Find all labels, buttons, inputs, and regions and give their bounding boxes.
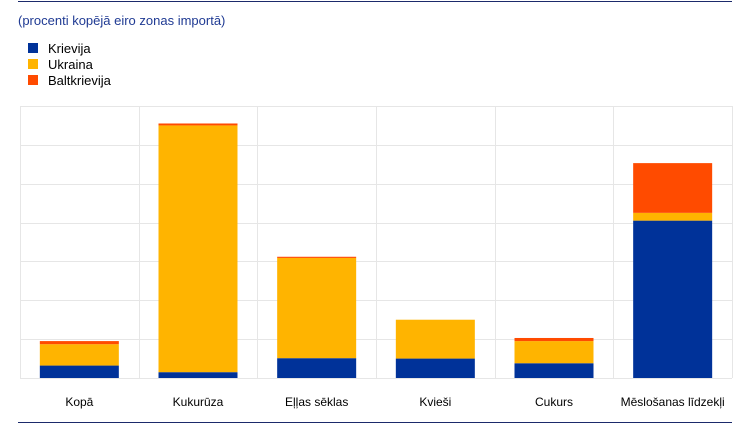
legend-swatch <box>28 59 38 69</box>
bar-segment-ukraina <box>395 319 475 359</box>
bar-segment-baltkrievija <box>39 341 119 345</box>
x-tick-label: Cukurs <box>535 395 573 409</box>
bar-segment-krievija <box>514 363 594 378</box>
legend-label: Krievija <box>48 40 91 56</box>
x-tick-label: Kopā <box>65 395 93 409</box>
bar-segment-ukraina <box>633 212 713 221</box>
legend-label: Baltkrievija <box>48 72 111 88</box>
bar-segment-ukraina <box>277 257 357 359</box>
legend-label: Ukraina <box>48 56 93 72</box>
bar-segment-ukraina <box>514 341 594 364</box>
legend-item-krievija: Krievija <box>28 40 111 56</box>
bar-segment-baltkrievija <box>277 256 357 258</box>
bar-segment-krievija <box>277 358 357 378</box>
bottom-rule <box>18 422 732 423</box>
chart-legend: Krievija Ukraina Baltkrievija <box>28 40 111 88</box>
x-tick-label: Mēslošanas līdzekļi <box>621 395 725 409</box>
bar-segment-baltkrievija <box>633 163 713 213</box>
bar-segment-krievija <box>39 365 119 378</box>
bar-segment-baltkrievija <box>514 337 594 342</box>
legend-item-ukraina: Ukraina <box>28 56 111 72</box>
legend-swatch <box>28 43 38 53</box>
legend-swatch <box>28 75 38 85</box>
top-rule <box>18 1 732 2</box>
x-tick-label: Kvieši <box>419 395 451 409</box>
bar-segment-krievija <box>633 220 713 378</box>
bar-segment-baltkrievija <box>158 123 238 126</box>
bar-segment-krievija <box>395 358 475 378</box>
x-tick-label: Eļļas sēklas <box>285 395 348 409</box>
x-tick-label: Kukurūza <box>173 395 224 409</box>
bar-segment-ukraina <box>39 344 119 366</box>
bar-segment-krievija <box>158 372 238 378</box>
legend-item-baltkrievija: Baltkrievija <box>28 72 111 88</box>
bar-segment-ukraina <box>158 125 238 373</box>
chart-subtitle: (procenti kopējā eiro zonas importā) <box>18 13 226 28</box>
